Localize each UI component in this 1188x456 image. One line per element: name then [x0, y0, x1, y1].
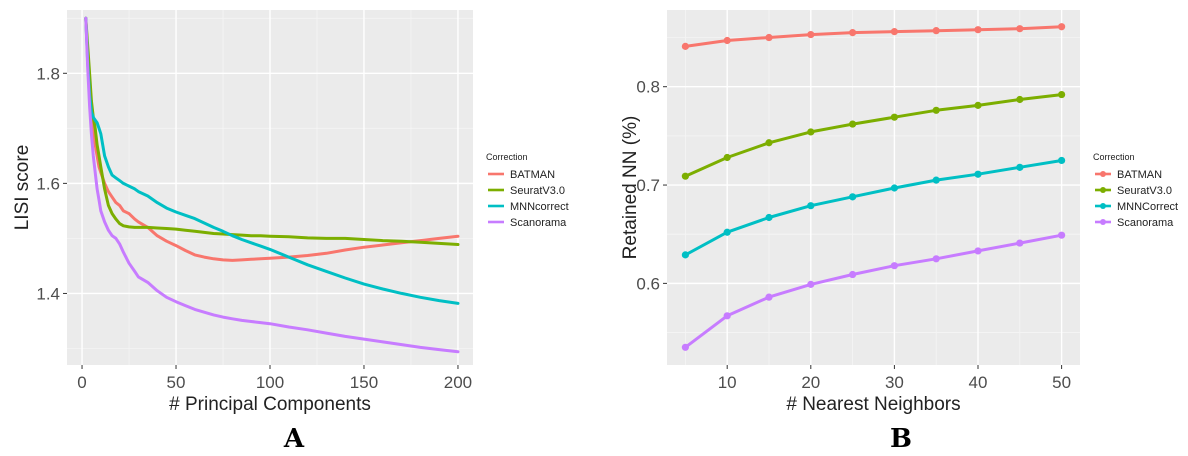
data-point-scanorama: [848, 270, 857, 279]
data-point-batman: [974, 26, 982, 34]
data-point-seuratv3.0: [1058, 90, 1066, 99]
x-tick-label: 30: [885, 373, 904, 392]
chart-a: 0 50 100 150 200 1.4 1.6 1.8 # Principal Compone…: [12, 10, 569, 454]
data-point-scanorama: [807, 280, 815, 288]
data-point-batman: [807, 30, 815, 39]
series-line-seuratv3.0: [84, 16, 460, 246]
legend-item-batman: BATMAN: [1117, 169, 1162, 181]
y-tick-label: 1.8: [36, 64, 60, 83]
y-axis-title: LISI score: [12, 145, 33, 231]
data-point-mnncorrect: [1058, 156, 1066, 165]
data-point-scanorama: [1058, 231, 1066, 239]
data-point-batman: [765, 33, 773, 42]
data-point-mnncorrect: [1016, 163, 1024, 171]
data-point-seuratv3.0: [890, 113, 899, 121]
data-point-scanorama: [723, 312, 731, 320]
series-line-seuratv3.0: [683, 93, 1064, 178]
data-point-batman: [1058, 23, 1066, 31]
x-tick-label: 0: [77, 373, 86, 392]
legend-key-point: [1100, 171, 1106, 177]
data-point-seuratv3.0: [765, 139, 773, 147]
x-tick-label: 50: [167, 373, 186, 392]
legend-title: Correction: [486, 152, 528, 162]
panel-label: B: [890, 424, 912, 454]
data-point-scanorama: [974, 247, 982, 255]
panel-label: A: [283, 424, 305, 454]
series-line-mnncorrect: [84, 16, 460, 305]
data-point-batman: [1016, 25, 1024, 33]
data-point-mnncorrect: [681, 251, 689, 259]
y-tick-label: 0.8: [636, 78, 660, 97]
data-point-scanorama: [932, 255, 940, 263]
x-tick-label: 40: [969, 373, 988, 392]
legend-item-batman: BATMAN: [510, 169, 555, 181]
data-point-batman: [723, 36, 731, 45]
data-point-mnncorrect: [932, 176, 940, 184]
data-point-mnncorrect: [807, 202, 815, 210]
legend-key-point: [1100, 219, 1106, 225]
y-tick-label: 0.7: [636, 176, 660, 195]
x-axis-title: # Principal Components: [169, 394, 371, 415]
y-tick-label: 1.6: [36, 174, 60, 193]
data-point-seuratv3.0: [807, 128, 815, 136]
data-point-batman: [932, 27, 940, 35]
plot-panel: [667, 10, 1080, 365]
legend-item-mnncorrect: MNNCorrect: [1117, 201, 1178, 213]
legend-key-point: [1100, 203, 1106, 209]
legend-item-mnncorrect: MNNcorrect: [510, 201, 569, 213]
series-line-batman: [84, 16, 460, 262]
y-axis-title: Retained NN (%): [620, 116, 641, 260]
data-point-mnncorrect: [765, 213, 773, 222]
chart-b: 10 20 30 40 50 0.6 0.7 0.8 # Nearest Neighbors Re…: [620, 10, 1178, 454]
data-point-batman: [890, 28, 899, 36]
legend-item-scanorama: Scanorama: [510, 217, 567, 229]
legend-item-seuratv3.0: SeuratV3.0: [1117, 185, 1172, 197]
data-point-scanorama: [1016, 239, 1024, 247]
x-tick-label: 100: [256, 373, 284, 392]
series-line-scanorama: [84, 16, 460, 354]
x-tick-label: 50: [1052, 373, 1071, 392]
x-axis-title: # Nearest Neighbors: [786, 394, 960, 415]
data-point-mnncorrect: [890, 184, 899, 192]
data-point-scanorama: [890, 262, 899, 270]
data-point-seuratv3.0: [932, 106, 940, 114]
x-tick-label: 200: [444, 373, 472, 392]
data-point-seuratv3.0: [848, 120, 857, 128]
legend-title: Correction: [1093, 152, 1135, 162]
legend-key-point: [1100, 187, 1106, 193]
data-point-seuratv3.0: [723, 153, 731, 162]
data-point-batman: [681, 42, 689, 50]
legend-item-scanorama: Scanorama: [1117, 217, 1174, 229]
series-line-scanorama: [683, 233, 1064, 349]
data-point-mnncorrect: [848, 193, 857, 201]
data-point-seuratv3.0: [974, 101, 982, 109]
data-point-mnncorrect: [974, 170, 982, 178]
data-point-seuratv3.0: [681, 172, 689, 180]
y-tick-label: 0.6: [636, 274, 660, 293]
data-point-batman: [848, 29, 857, 37]
x-tick-label: 20: [801, 373, 820, 392]
x-tick-label: 10: [718, 373, 737, 392]
y-tick-label: 1.4: [36, 284, 60, 303]
series-line-mnncorrect: [683, 159, 1064, 257]
legend-item-seuratv3.0: SeuratV3.0: [510, 185, 565, 197]
data-point-seuratv3.0: [1016, 95, 1024, 104]
series-line-batman: [683, 25, 1064, 48]
data-point-scanorama: [681, 343, 689, 351]
x-tick-label: 150: [350, 373, 378, 392]
data-point-scanorama: [765, 293, 773, 301]
data-point-mnncorrect: [723, 228, 731, 236]
